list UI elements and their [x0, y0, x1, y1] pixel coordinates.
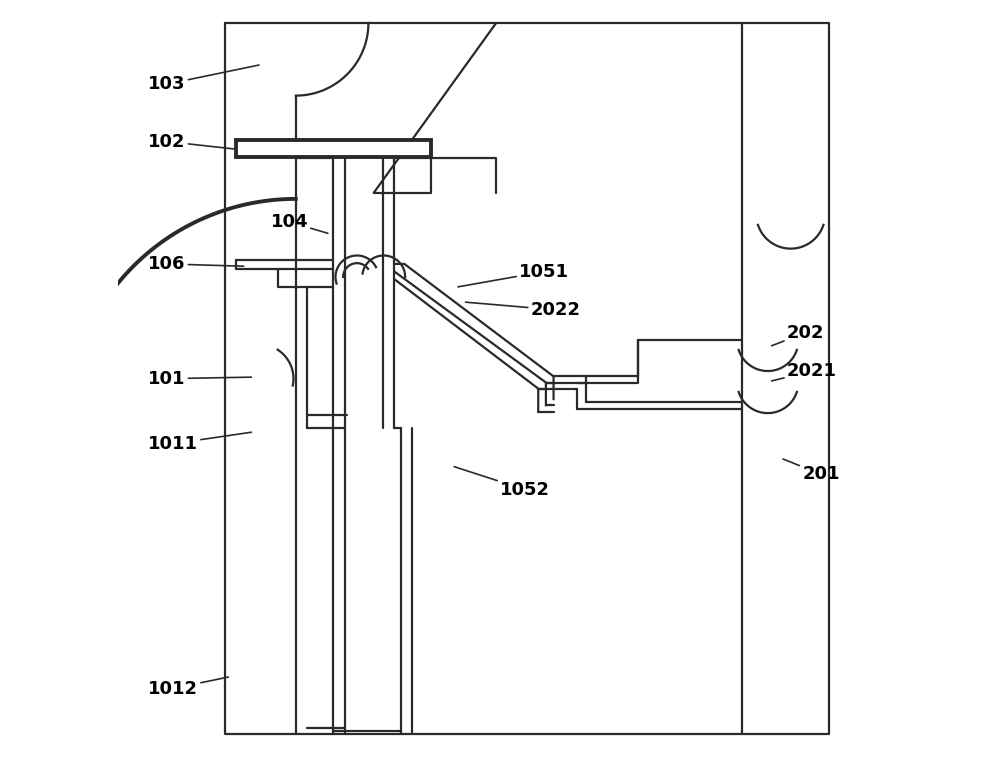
- Bar: [236, 140, 431, 157]
- Text: 2022: 2022: [466, 301, 581, 319]
- Text: 1011: 1011: [148, 432, 251, 453]
- Text: 106: 106: [148, 255, 244, 273]
- Text: 1012: 1012: [148, 677, 228, 698]
- Text: 104: 104: [270, 213, 328, 233]
- Text: 1051: 1051: [458, 262, 569, 287]
- Text: 103: 103: [148, 65, 259, 93]
- Text: 101: 101: [148, 369, 251, 388]
- Text: 1052: 1052: [454, 467, 550, 499]
- Text: 201: 201: [783, 459, 840, 483]
- Text: 2021: 2021: [772, 362, 837, 381]
- Text: 102: 102: [148, 132, 236, 151]
- Text: 202: 202: [772, 324, 824, 346]
